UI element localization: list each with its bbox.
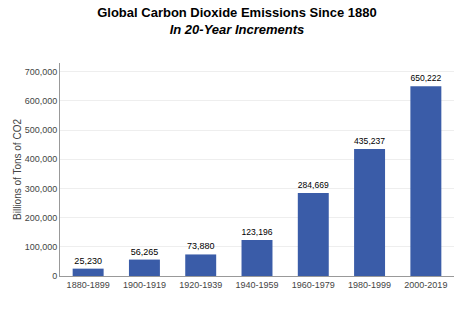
svg-text:400,000: 400,000 [25,154,58,164]
svg-text:25,230: 25,230 [74,256,102,266]
svg-text:Global Carbon Dioxide Emission: Global Carbon Dioxide Emissions Since 18… [97,5,377,37]
svg-text:284,669: 284,669 [298,180,329,190]
svg-text:1960-1979: 1960-1979 [292,280,335,290]
svg-text:1920-1939: 1920-1939 [179,280,222,290]
svg-text:600,000: 600,000 [25,96,58,106]
svg-text:0: 0 [52,271,57,281]
svg-text:Billions of Tons of CO2: Billions of Tons of CO2 [12,119,23,220]
svg-text:1940-1959: 1940-1959 [235,280,278,290]
svg-text:200,000: 200,000 [25,213,58,223]
svg-text:300,000: 300,000 [25,184,58,194]
svg-text:500,000: 500,000 [25,125,58,135]
svg-text:123,196: 123,196 [242,227,273,237]
svg-text:1900-1919: 1900-1919 [123,280,166,290]
svg-text:1880-1899: 1880-1899 [67,280,110,290]
svg-text:56,265: 56,265 [131,247,159,257]
svg-text:100,000: 100,000 [25,242,58,252]
svg-text:435,237: 435,237 [354,136,385,146]
svg-text:700,000: 700,000 [25,67,58,77]
svg-text:1980-1999: 1980-1999 [348,280,391,290]
svg-text:73,880: 73,880 [187,241,215,251]
svg-text:2000-2019: 2000-2019 [404,280,447,290]
svg-text:650,222: 650,222 [410,73,441,83]
